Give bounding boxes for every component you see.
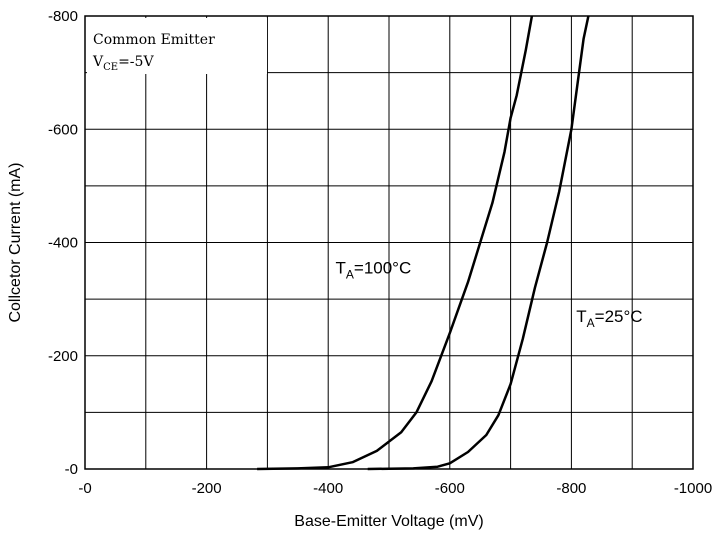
curves [257, 15, 590, 471]
series-line-25c [367, 15, 590, 471]
series-label-100c: TA=100°C [335, 259, 411, 282]
x-tick-label: -200 [192, 480, 222, 497]
x-tick-label: -400 [313, 480, 343, 497]
series-line-100c [257, 15, 534, 471]
y-tick-label: -0 [65, 461, 78, 478]
y-tick-label: -400 [48, 235, 78, 252]
annotation-background [87, 18, 267, 74]
x-tick-label: -0 [78, 480, 91, 497]
x-tick-label: -600 [435, 480, 465, 497]
annotation-common-emitter: Common Emitter [93, 32, 215, 48]
grid-lines [85, 16, 693, 469]
y-tick-label: -600 [48, 121, 78, 138]
annotation-vce: VCE=-5V [92, 54, 154, 73]
x-axis-ticks: -0 -200 -400 -600 -800 -1000 [78, 480, 712, 497]
y-axis-ticks: -0 -200 -400 -600 -800 [48, 8, 78, 478]
y-axis-title: Collcetor Current (mA) [7, 162, 24, 322]
x-tick-label: -800 [556, 480, 586, 497]
x-tick-label: -1000 [674, 480, 712, 497]
x-axis-title: Base-Emitter Voltage (mV) [294, 513, 483, 530]
y-tick-label: -200 [48, 348, 78, 365]
series-label-25c: TA=25°C [576, 307, 642, 330]
y-tick-label: -800 [48, 8, 78, 25]
